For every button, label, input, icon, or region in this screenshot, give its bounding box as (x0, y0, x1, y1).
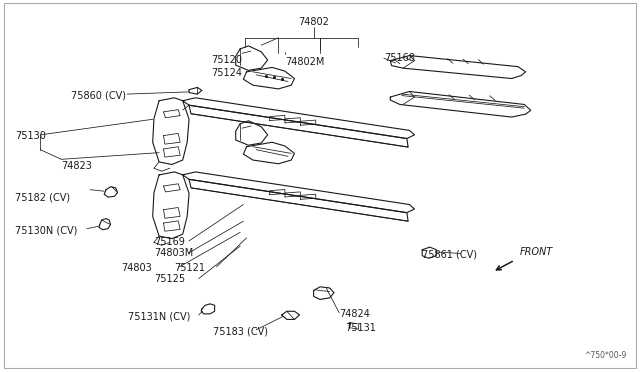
Text: ^750*00-9: ^750*00-9 (584, 351, 627, 360)
Text: 75130N (CV): 75130N (CV) (15, 225, 77, 235)
Text: 75120: 75120 (211, 55, 242, 65)
Text: 75168: 75168 (384, 53, 415, 63)
Text: 74802: 74802 (298, 17, 329, 27)
Text: 75861 (CV): 75861 (CV) (422, 250, 477, 260)
Text: 75131: 75131 (346, 323, 376, 333)
Text: 75860 (CV): 75860 (CV) (71, 90, 126, 100)
Text: 75183 (CV): 75183 (CV) (212, 326, 268, 336)
Text: 75130: 75130 (15, 131, 45, 141)
Text: 74823: 74823 (61, 161, 92, 171)
Text: FRONT: FRONT (519, 247, 552, 257)
Text: 74803M: 74803M (154, 248, 193, 259)
Text: 75125: 75125 (154, 275, 185, 284)
Text: 74824: 74824 (339, 309, 370, 319)
Text: 75131N (CV): 75131N (CV) (129, 311, 191, 321)
Text: 74802M: 74802M (285, 57, 324, 67)
Text: 75121: 75121 (174, 263, 205, 273)
Text: 75169: 75169 (154, 237, 185, 247)
Text: 75182 (CV): 75182 (CV) (15, 192, 70, 202)
Text: 74803: 74803 (121, 263, 152, 273)
Text: 75124: 75124 (211, 68, 242, 78)
